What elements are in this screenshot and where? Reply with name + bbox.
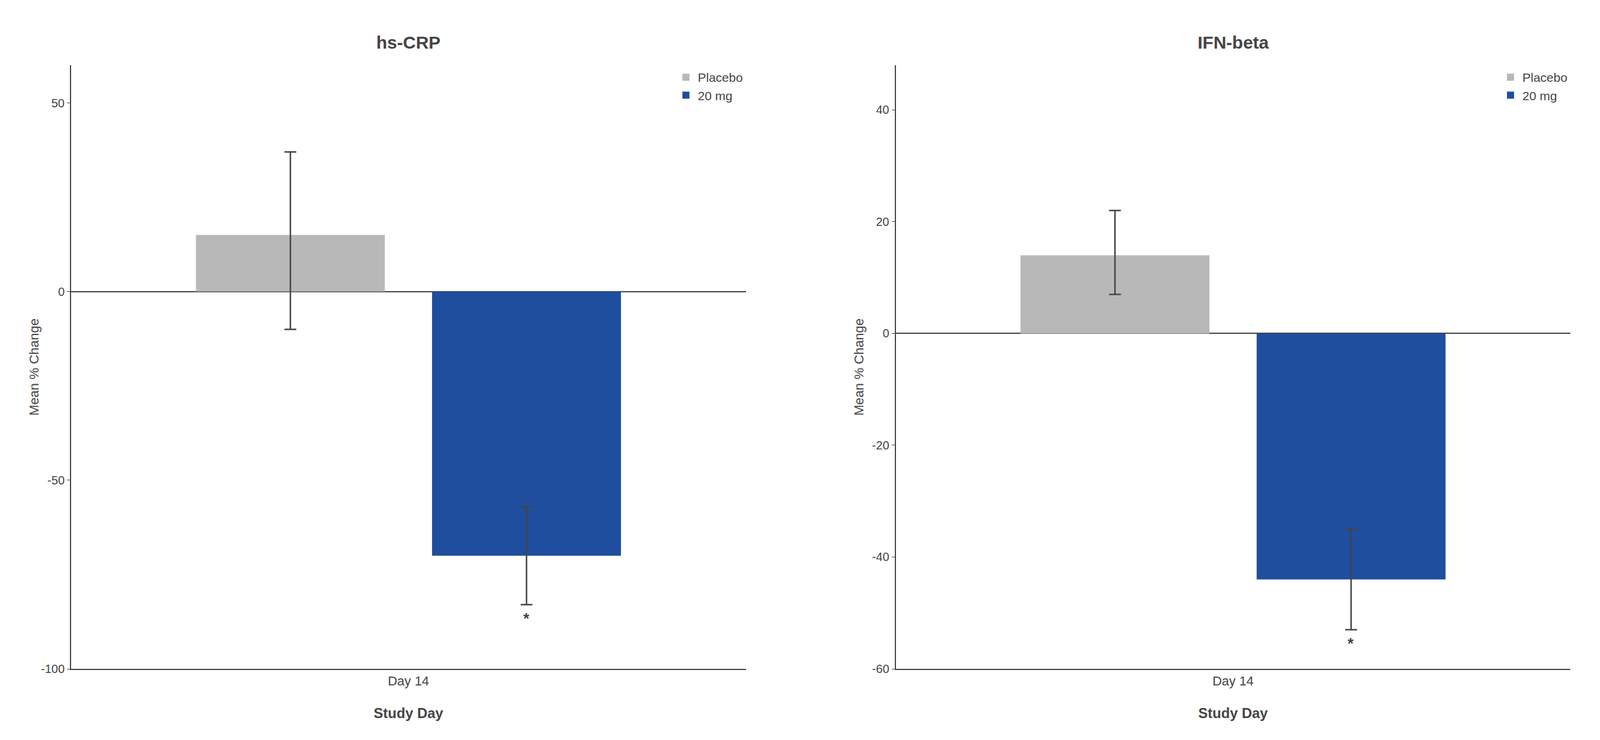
svg-text:-50: -50 — [47, 473, 65, 487]
svg-text:20: 20 — [875, 215, 889, 229]
svg-text:20 mg: 20 mg — [1522, 88, 1557, 103]
svg-text:Mean % Change: Mean % Change — [26, 318, 42, 416]
svg-text:*: * — [523, 609, 530, 627]
svg-text:Study Day: Study Day — [1198, 704, 1269, 721]
svg-text:40: 40 — [875, 103, 889, 117]
svg-text:0: 0 — [58, 285, 65, 299]
svg-text:-20: -20 — [872, 438, 890, 452]
svg-text:0: 0 — [882, 326, 889, 340]
svg-text:50: 50 — [51, 96, 65, 110]
svg-text:Day 14: Day 14 — [1212, 673, 1254, 688]
svg-text:Placebo: Placebo — [1522, 70, 1568, 85]
svg-text:Placebo: Placebo — [698, 70, 744, 85]
svg-text:-60: -60 — [872, 661, 890, 675]
svg-text:-40: -40 — [872, 549, 890, 563]
svg-text:*: * — [1347, 634, 1355, 652]
svg-text:Day 14: Day 14 — [387, 673, 430, 688]
svg-text:20 mg: 20 mg — [698, 88, 733, 103]
svg-text:Study Day: Study Day — [373, 704, 444, 721]
svg-text:IFN-beta: IFN-beta — [1197, 32, 1269, 53]
svg-text:Mean % Change: Mean % Change — [851, 318, 867, 416]
svg-text:hs-CRP: hs-CRP — [376, 32, 441, 53]
svg-text:-100: -100 — [40, 661, 65, 675]
